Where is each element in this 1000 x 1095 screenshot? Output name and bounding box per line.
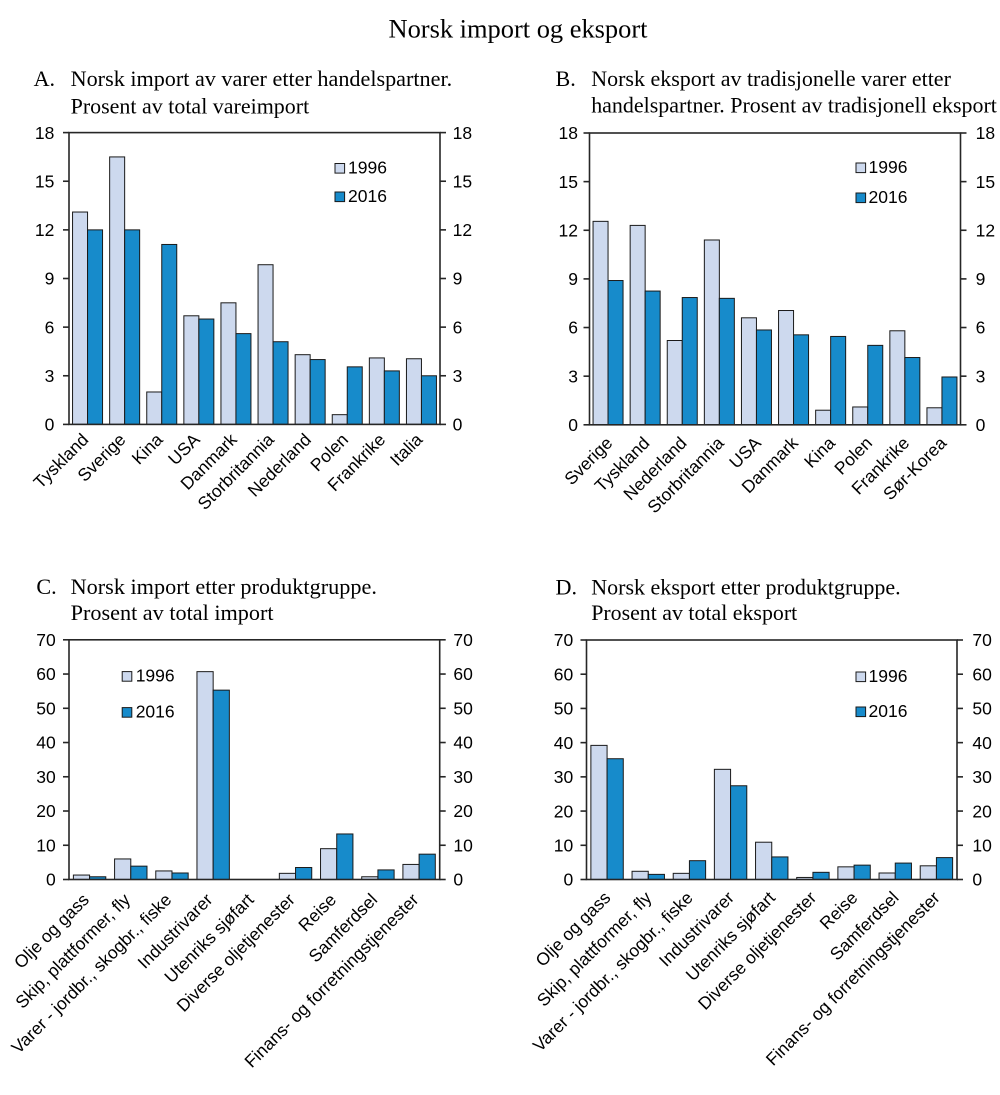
- svg-text:0: 0: [453, 415, 463, 435]
- svg-text:Norsk import og eksport: Norsk import og eksport: [389, 14, 649, 44]
- svg-text:20: 20: [36, 801, 56, 821]
- svg-text:2016: 2016: [869, 701, 908, 721]
- svg-text:10: 10: [554, 835, 574, 855]
- svg-text:40: 40: [453, 733, 473, 753]
- svg-text:18: 18: [453, 123, 472, 143]
- svg-text:30: 30: [972, 767, 992, 787]
- svg-text:1996: 1996: [348, 158, 387, 178]
- svg-text:60: 60: [972, 664, 992, 684]
- svg-text:12: 12: [559, 220, 578, 240]
- svg-text:1996: 1996: [869, 666, 908, 686]
- svg-text:6: 6: [453, 317, 463, 337]
- svg-text:1996: 1996: [136, 666, 175, 686]
- svg-text:9: 9: [45, 269, 55, 289]
- svg-text:60: 60: [453, 664, 473, 684]
- svg-text:1996: 1996: [869, 157, 908, 177]
- svg-text:A.: A.: [34, 66, 55, 91]
- svg-text:D.: D.: [556, 574, 577, 599]
- svg-text:handelspartner. Prosent av tra: handelspartner. Prosent av tradisjonell …: [591, 92, 998, 117]
- svg-text:Prosent av total import: Prosent av total import: [71, 600, 275, 625]
- svg-text:12: 12: [976, 220, 995, 240]
- svg-text:10: 10: [972, 835, 992, 855]
- svg-text:30: 30: [36, 767, 56, 787]
- svg-text:10: 10: [453, 835, 473, 855]
- svg-text:C.: C.: [36, 574, 56, 599]
- svg-text:2016: 2016: [869, 187, 908, 207]
- svg-text:18: 18: [559, 123, 578, 143]
- svg-text:Norsk eksport etter produktgru: Norsk eksport etter produktgruppe.: [591, 574, 901, 599]
- svg-text:40: 40: [554, 733, 574, 753]
- svg-text:0: 0: [568, 415, 578, 435]
- svg-text:3: 3: [568, 366, 578, 386]
- svg-text:0: 0: [46, 870, 56, 890]
- svg-text:6: 6: [45, 317, 55, 337]
- svg-text:50: 50: [36, 698, 56, 718]
- svg-text:70: 70: [453, 630, 473, 650]
- svg-text:3: 3: [453, 366, 463, 386]
- svg-text:60: 60: [554, 664, 574, 684]
- svg-text:50: 50: [972, 699, 992, 719]
- svg-text:20: 20: [554, 801, 574, 821]
- svg-text:30: 30: [554, 767, 574, 787]
- svg-text:0: 0: [45, 415, 55, 435]
- svg-text:6: 6: [976, 318, 986, 338]
- svg-text:Norsk import av varer etter ha: Norsk import av varer etter handelspartn…: [71, 66, 453, 91]
- svg-text:50: 50: [554, 699, 574, 719]
- svg-text:0: 0: [453, 870, 463, 890]
- svg-text:3: 3: [45, 366, 55, 386]
- svg-text:70: 70: [554, 630, 574, 650]
- svg-text:15: 15: [976, 172, 995, 192]
- svg-text:0: 0: [976, 415, 986, 435]
- svg-text:Norsk import etter produktgrup: Norsk import etter produktgruppe.: [71, 574, 377, 599]
- svg-text:Prosent av total vareimport: Prosent av total vareimport: [71, 93, 310, 118]
- svg-text:9: 9: [976, 269, 986, 289]
- svg-text:70: 70: [36, 630, 56, 650]
- svg-text:18: 18: [35, 123, 54, 143]
- svg-text:10: 10: [36, 835, 56, 855]
- svg-text:2016: 2016: [348, 186, 387, 206]
- svg-text:20: 20: [972, 801, 992, 821]
- svg-text:0: 0: [563, 870, 573, 890]
- svg-text:Norsk eksport av tradisjonelle: Norsk eksport av tradisjonelle varer ett…: [591, 66, 951, 91]
- svg-text:B.: B.: [556, 66, 576, 91]
- svg-text:40: 40: [972, 733, 992, 753]
- svg-text:2016: 2016: [136, 702, 175, 722]
- svg-text:12: 12: [453, 220, 472, 240]
- svg-text:18: 18: [976, 123, 995, 143]
- svg-text:15: 15: [559, 172, 578, 192]
- svg-text:6: 6: [568, 318, 578, 338]
- svg-text:3: 3: [976, 366, 986, 386]
- svg-text:60: 60: [36, 664, 56, 684]
- svg-text:40: 40: [36, 733, 56, 753]
- svg-text:9: 9: [453, 269, 463, 289]
- svg-text:15: 15: [453, 171, 472, 191]
- svg-text:15: 15: [35, 171, 54, 191]
- svg-text:0: 0: [972, 870, 982, 890]
- svg-text:50: 50: [453, 698, 473, 718]
- svg-text:30: 30: [453, 767, 473, 787]
- svg-text:70: 70: [972, 630, 992, 650]
- svg-text:9: 9: [568, 269, 578, 289]
- svg-text:Prosent av total eksport: Prosent av total eksport: [591, 600, 798, 625]
- svg-text:20: 20: [453, 801, 473, 821]
- svg-text:12: 12: [35, 220, 54, 240]
